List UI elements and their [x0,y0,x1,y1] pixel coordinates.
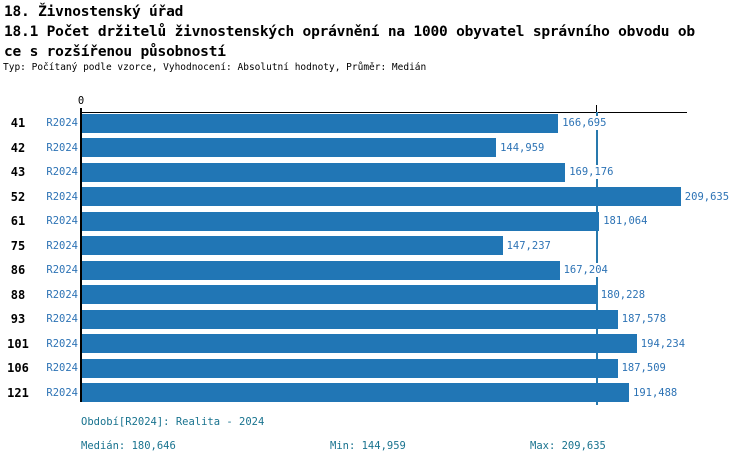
chart-row: 52 R2024 209,635 [0,185,750,210]
bar-value-label: 167,204 [563,263,608,278]
chart-row: 43 R2024 169,176 [0,160,750,185]
chart-row: 93 R2024 187,578 [0,307,750,332]
x-axis-zero-tick-label: 0 [77,95,85,107]
bar-value-label: 147,237 [506,238,551,253]
chart-row: 101 R2024 194,234 [0,332,750,357]
bar-value-label: 169,176 [569,165,614,180]
row-category-label: 42 [10,140,26,155]
bar-track: 167,204 [82,260,750,280]
bar-value-label: 181,064 [603,214,648,229]
row-category-label: 75 [10,238,26,253]
row-category-label: 86 [10,263,26,278]
period-label: Období[R2024]: Realita - 2024 [81,416,265,428]
chart-row: 88 R2024 180,228 [0,283,750,308]
bar-value-label: 209,635 [684,189,730,204]
row-category-label: 121 [7,385,29,400]
chart-rows: 41 R2024 166,695 42 R2024 144,959 43 R2024 169,1… [0,111,750,405]
bar-value-label: 180,228 [600,287,646,302]
row-series-label: R2024 [46,337,78,350]
chart-row: 86 R2024 167,204 [0,258,750,283]
bar-track: 166,695 [82,113,750,133]
y-axis-line [80,108,82,402]
bar [82,138,497,158]
bar [82,358,618,378]
bar [82,113,559,133]
bar-value-label: 187,578 [621,312,667,327]
chart-row: 42 R2024 144,959 [0,136,750,161]
bar [82,260,560,280]
bar [82,236,503,256]
x-axis-line [81,112,687,113]
bar-track: 181,064 [82,211,750,231]
row-category-label: 52 [10,189,26,204]
bar-value-label: 144,959 [500,140,545,155]
bar-track: 187,509 [82,358,750,378]
min-stat-label: Min: 144,959 [330,440,406,452]
bar-track: 209,635 [82,187,750,207]
bar-track: 180,228 [82,285,750,305]
chart-row: 75 R2024 147,237 [0,234,750,259]
bar [82,309,618,329]
bar-track: 194,234 [82,334,750,354]
bar-value-label: 166,695 [562,116,607,131]
chart-row: 41 R2024 166,695 [0,111,750,136]
row-series-label: R2024 [46,264,78,276]
row-series-label: R2024 [46,239,78,252]
bar [82,162,566,182]
indicator-title-line2: ce s rozšířenou působností [4,44,226,60]
indicator-title-line1: 18.1 Počet držitelů živnostenských opráv… [4,24,695,40]
row-series-label: R2024 [46,288,78,301]
bar-track: 191,488 [82,383,750,403]
median-axis-tick [596,105,597,112]
bar-value-label: 187,509 [621,361,666,376]
row-series-label: R2024 [46,215,78,227]
bar-value-label: 191,488 [633,385,678,400]
row-series-label: R2024 [46,313,78,325]
bar [82,187,681,207]
row-series-label: R2024 [46,190,78,203]
row-category-label: 41 [10,116,26,131]
chart-row: 61 R2024 181,064 [0,209,750,234]
section-title: 18. Živnostenský úřad [4,4,184,20]
chart-row: 106 R2024 187,509 [0,356,750,381]
median-line [596,112,598,405]
bar [82,211,600,231]
row-category-label: 101 [7,336,29,351]
row-series-label: R2024 [46,141,78,154]
bar [82,285,597,305]
bar-track: 144,959 [82,138,750,158]
bar-value-label: 194,234 [640,336,686,351]
bar-track: 147,237 [82,236,750,256]
row-category-label: 61 [10,214,26,229]
row-category-label: 106 [7,361,29,376]
median-stat-label: Medián: 180,646 [81,440,176,452]
chart-row: 121 R2024 191,488 [0,381,750,406]
row-category-label: 93 [10,312,26,327]
bar [82,334,637,354]
row-series-label: R2024 [46,117,78,129]
indicator-meta-line: Typ: Počítaný podle vzorce, Vyhodnocení:… [3,62,427,73]
bar-track: 187,578 [82,309,750,329]
row-series-label: R2024 [46,386,78,399]
bar [82,383,629,403]
row-category-label: 88 [10,287,26,302]
max-stat-label: Max: 209,635 [530,440,606,452]
row-category-label: 43 [10,165,26,180]
row-series-label: R2024 [46,166,78,178]
bar-track: 169,176 [82,162,750,182]
row-series-label: R2024 [46,362,78,374]
